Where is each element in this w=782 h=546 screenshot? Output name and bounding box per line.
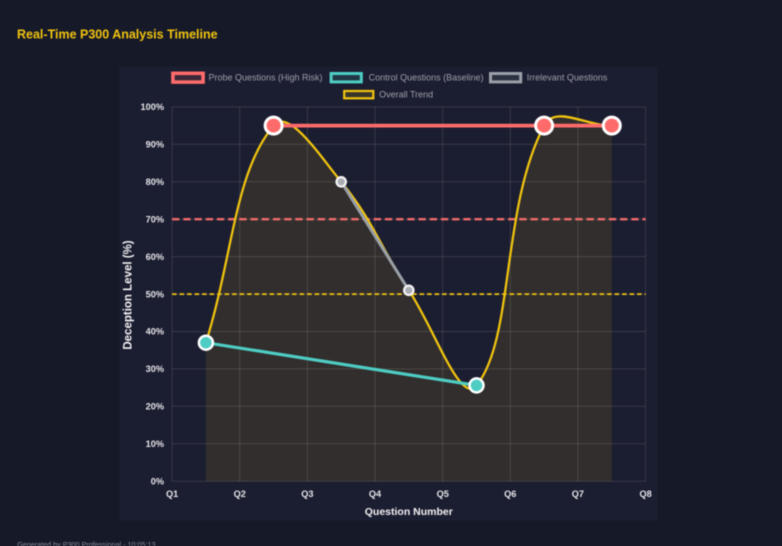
- svg-text:Q4: Q4: [369, 489, 382, 499]
- svg-text:90%: 90%: [146, 140, 164, 150]
- svg-text:Control Questions (Baseline): Control Questions (Baseline): [369, 73, 484, 83]
- svg-text:0%: 0%: [151, 476, 164, 486]
- svg-text:Q3: Q3: [301, 489, 313, 499]
- svg-text:Deception Level (%): Deception Level (%): [123, 240, 135, 349]
- svg-text:Q8: Q8: [639, 489, 651, 499]
- svg-text:Probe Questions (High Risk): Probe Questions (High Risk): [209, 73, 323, 83]
- svg-text:Generated by P300 Professional: Generated by P300 Professional - 10:05:1…: [17, 540, 155, 546]
- svg-text:70%: 70%: [146, 214, 164, 224]
- svg-text:Q2: Q2: [234, 489, 246, 499]
- svg-text:20%: 20%: [146, 402, 164, 412]
- svg-text:Q6: Q6: [504, 489, 516, 499]
- svg-text:100%: 100%: [141, 102, 165, 112]
- svg-text:Q7: Q7: [572, 489, 584, 499]
- svg-text:Q1: Q1: [166, 489, 178, 499]
- svg-text:10%: 10%: [146, 439, 164, 449]
- svg-text:Question Number: Question Number: [365, 506, 453, 518]
- svg-text:40%: 40%: [146, 327, 164, 337]
- svg-text:60%: 60%: [146, 252, 164, 262]
- svg-text:Overall Trend: Overall Trend: [379, 89, 433, 99]
- svg-text:50%: 50%: [146, 289, 164, 299]
- svg-text:Q5: Q5: [437, 489, 449, 499]
- svg-text:Real-Time P300 Analysis Timeli: Real-Time P300 Analysis Timeline: [17, 27, 218, 41]
- svg-text:30%: 30%: [146, 364, 164, 374]
- svg-text:Irrelevant Questions: Irrelevant Questions: [527, 73, 608, 83]
- svg-text:80%: 80%: [146, 177, 164, 187]
